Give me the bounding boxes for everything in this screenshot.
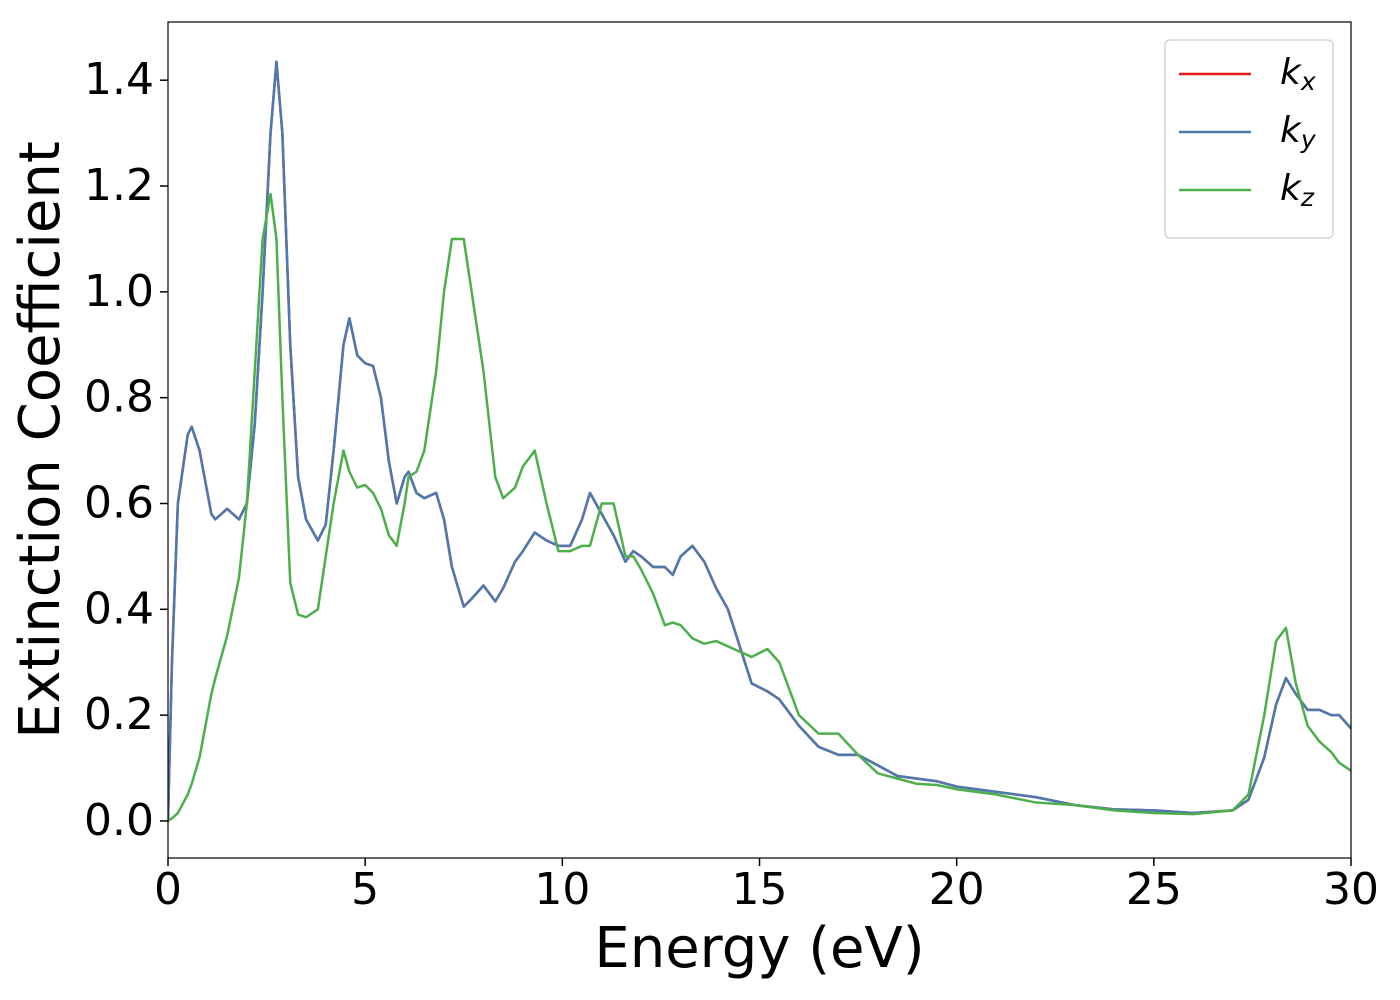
x-tick-label: 5 (351, 864, 379, 915)
y-tick-label: 1.2 (84, 160, 154, 211)
x-axis-label: Energy (eV) (594, 916, 924, 981)
series-line (168, 192, 1351, 822)
y-tick-label: 0.2 (84, 689, 154, 740)
legend-label: ky (1280, 110, 1317, 154)
y-tick-label: 0.0 (84, 795, 154, 846)
legend-label: kz (1280, 168, 1315, 212)
y-axis-label: Extinction Coefficient (8, 141, 73, 739)
x-tick-label: 10 (534, 864, 590, 915)
x-tick-label: 15 (732, 864, 788, 915)
series-line (168, 60, 1351, 821)
y-tick-label: 1.0 (84, 266, 154, 317)
x-tick-label: 30 (1323, 864, 1379, 915)
y-tick-label: 0.4 (84, 583, 154, 634)
x-tick-label: 25 (1126, 864, 1182, 915)
legend-box (1164, 39, 1334, 239)
plot-frame (167, 21, 1352, 859)
x-tick-label: 20 (929, 864, 985, 915)
y-tick-label: 0.8 (84, 372, 154, 423)
y-tick-label: 0.6 (84, 477, 154, 528)
x-tick-label: 0 (154, 864, 182, 915)
y-tick-label: 1.4 (84, 54, 154, 105)
legend-label: kx (1280, 52, 1316, 96)
